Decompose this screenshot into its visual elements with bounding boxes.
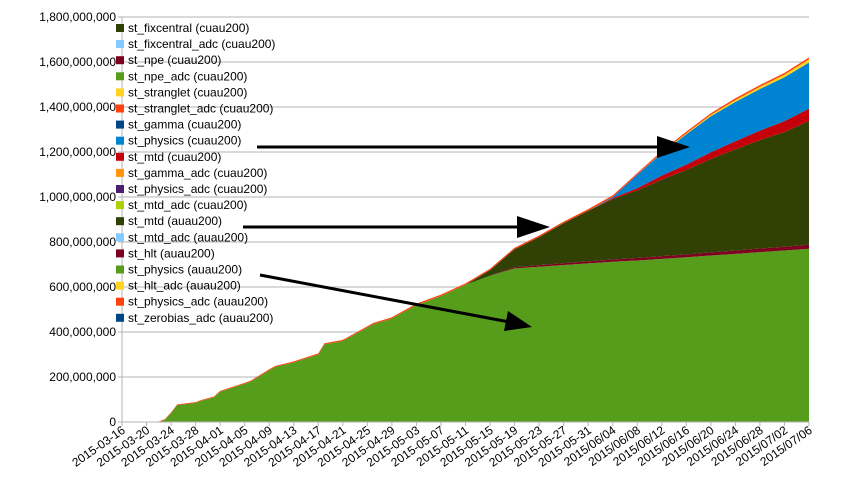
legend-label: st_physics (cuau200) — [128, 134, 241, 148]
y-tick-label: 800,000,000 — [49, 235, 116, 249]
legend: st_fixcentral (cuau200) st_fixcentral_adc… — [116, 21, 275, 325]
legend-label: st_stranglet (cuau200) — [128, 85, 247, 99]
legend-swatch — [116, 40, 124, 49]
legend-label: st_mtd_adc (cuau200) — [128, 198, 247, 212]
legend-swatch — [116, 120, 124, 129]
legend-swatch — [116, 201, 124, 210]
legend-swatch — [116, 168, 124, 177]
legend-label: st_mtd (cuau200) — [128, 150, 221, 164]
legend-label: st_hlt_adc (auau200) — [128, 279, 241, 293]
legend-swatch — [116, 72, 124, 81]
legend-label: st_mtd_adc (auau200) — [128, 230, 248, 244]
area-series-3 — [122, 108, 809, 422]
legend-swatch — [116, 281, 124, 290]
legend-label: st_gamma_adc (cuau200) — [128, 166, 267, 180]
annotation-arrows — [243, 136, 690, 331]
area-series-2 — [122, 120, 809, 422]
legend-label: st_npe (cuau200) — [128, 53, 221, 67]
y-tick-label: 1,800,000,000 — [39, 10, 116, 24]
area-series-0 — [122, 248, 809, 422]
y-tick-label: 1,600,000,000 — [39, 55, 116, 69]
legend-swatch — [116, 249, 124, 258]
legend-swatch — [116, 185, 124, 193]
arrow-st-physics-auau200 — [259, 273, 524, 328]
y-tick-label: 0 — [109, 415, 116, 429]
legend-swatch — [116, 217, 124, 226]
legend-label: st_stranglet_adc (cuau200) — [128, 102, 273, 116]
legend-swatch — [116, 313, 124, 322]
legend-label: st_zerobias_adc (auau200) — [128, 311, 273, 325]
legend-swatch — [116, 233, 124, 242]
legend-swatch — [116, 104, 124, 113]
legend-swatch — [116, 56, 124, 65]
gridlines — [122, 16, 809, 423]
arrowhead-physics-auau200 — [504, 311, 532, 331]
legend-label: st_physics_adc (cuau200) — [128, 182, 267, 196]
legend-label: st_fixcentral_adc (cuau200) — [128, 37, 275, 51]
legend-swatch — [116, 152, 124, 161]
legend-label: st_gamma (cuau200) — [128, 118, 241, 132]
y-tick-label: 1,200,000,000 — [39, 145, 116, 159]
y-tick-label: 600,000,000 — [49, 280, 116, 294]
legend-swatch — [116, 24, 124, 32]
legend-swatch — [116, 265, 124, 274]
y-tick-label: 1,400,000,000 — [39, 100, 116, 114]
legend-label: st_physics (auau200) — [128, 263, 242, 277]
legend-swatch — [116, 297, 124, 306]
y-tick-label: 400,000,000 — [49, 325, 116, 339]
y-axis-ticks: 0 200,000,000 400,000,000 600,000,000 800,00… — [39, 10, 122, 429]
legend-label: st_hlt (auau200) — [128, 246, 215, 260]
legend-label: st_npe_adc (cuau200) — [128, 69, 247, 83]
arrowhead-physics-cuau200 — [657, 136, 690, 158]
arrowhead-mtd-auau200 — [517, 216, 550, 238]
x-axis-ticks: 2015-03-162015-03-202015-03-242015-03-28… — [69, 422, 815, 470]
legend-swatch — [116, 136, 124, 145]
y-tick-label: 200,000,000 — [49, 370, 116, 384]
y-tick-label: 1,000,000,000 — [39, 190, 116, 204]
legend-label: st_mtd (auau200) — [128, 214, 222, 228]
legend-label: st_physics_adc (auau200) — [128, 295, 268, 309]
stacked-areas — [122, 57, 809, 423]
legend-swatch — [116, 88, 124, 97]
legend-label: st_fixcentral (cuau200) — [128, 21, 249, 35]
